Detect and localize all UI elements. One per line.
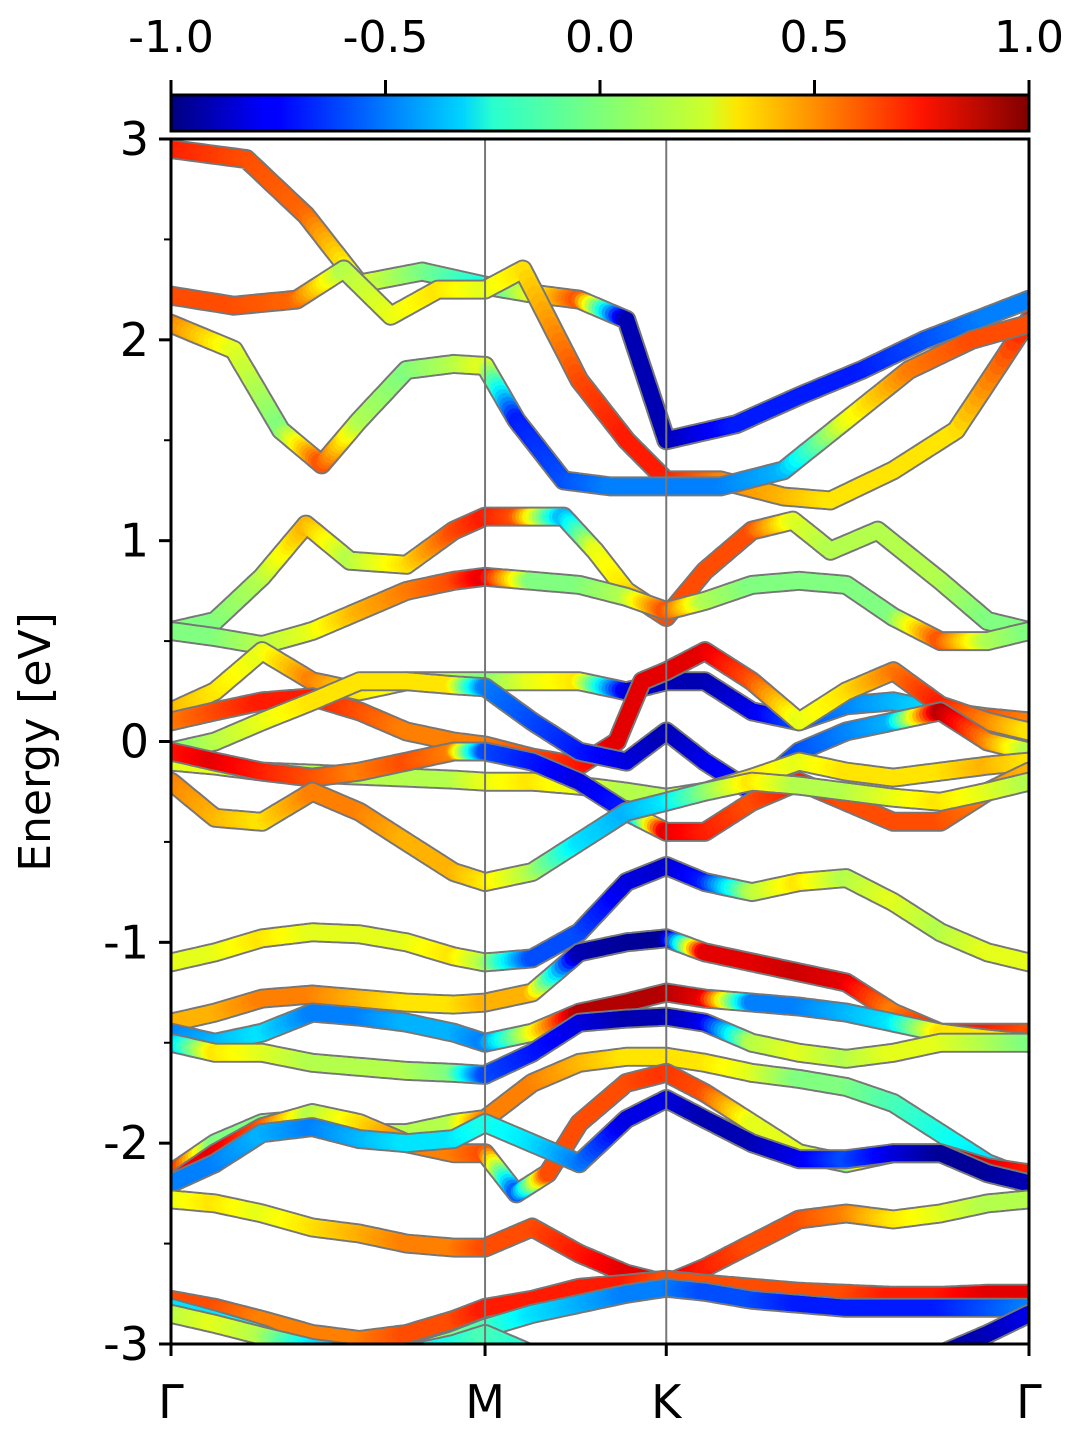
band-3 <box>171 506 1029 641</box>
band-0 <box>171 139 1029 451</box>
band-1 <box>171 259 1029 511</box>
colorbar-tick-label: 0.0 <box>565 12 635 63</box>
band-4 <box>171 566 1029 656</box>
band-18 <box>171 1189 1029 1294</box>
colorbar-gradient <box>169 93 1031 133</box>
colorbar-tick-label: 0.5 <box>780 12 850 63</box>
band-17 <box>171 1089 1029 1194</box>
colorbar-ticks: -1.0 -0.5 0.0 0.5 1.0 <box>128 12 1064 95</box>
colorbar-tick-label: -0.5 <box>343 12 429 63</box>
colorbar: -1.0 -0.5 0.0 0.5 1.0 <box>128 12 1064 133</box>
bands-group <box>171 139 1029 1344</box>
band-2 <box>171 313 1029 497</box>
colorbar-tick-label: 1.0 <box>994 12 1064 63</box>
band-11 <box>171 856 1029 973</box>
colorbar-tick-label: -1.0 <box>128 12 214 63</box>
